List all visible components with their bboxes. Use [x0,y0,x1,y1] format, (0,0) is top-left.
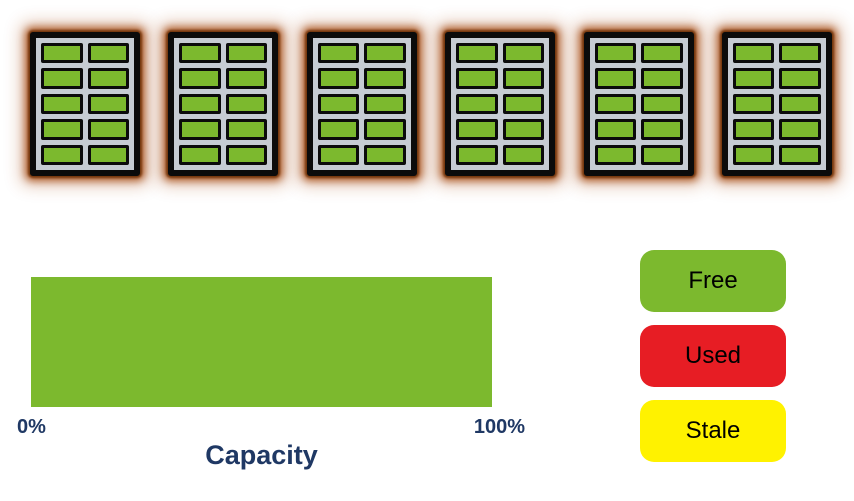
disk-cell-free [502,119,545,140]
disk-cell-free [87,43,129,64]
disk-cell-grid [313,38,411,170]
disk-cell-grid [174,38,272,170]
legend-label-free: Free [688,267,738,294]
axis-max-label: 100% [473,416,525,438]
disk-cell-free [594,43,637,64]
disk-cell-free [456,43,498,64]
disk-cell-free [317,119,360,140]
capacity-bar [31,277,492,407]
disk-cell-free [732,43,775,64]
disk-cell-free [594,119,637,140]
disk-cell-free [41,144,83,165]
disk-cell-free [779,119,821,140]
disk-rack [168,32,279,176]
disk-cell-grid [590,38,688,170]
disk-cell-grid [451,38,549,170]
disk-cell-free [641,68,683,89]
disk-cell-free [594,68,637,89]
disk-cell-free [87,119,129,140]
disk-cell-free [364,119,406,140]
disk-cell-free [317,93,360,115]
disk-cell-free [317,144,360,165]
disk-cell-free [732,93,775,115]
disk-cell-free [594,93,637,115]
disk-cell-free [779,68,821,89]
disk-cell-free [502,68,545,89]
disk-cell-free [641,43,683,64]
disk-cell-free [317,43,360,64]
disk-cell-free [179,119,221,140]
disk-cell-free [732,119,775,140]
disk-cell-free [364,144,406,165]
disk-cell-free [179,43,221,64]
disk-cell-free [225,144,268,165]
capacity-title: Capacity [205,440,318,470]
disk-cell-grid [36,38,134,170]
disk-cell-free [179,68,221,89]
legend-item-used: Used [640,325,786,387]
disk-cell-free [364,68,406,89]
legend-item-stale: Stale [640,400,786,462]
disk-cell-free [41,119,83,140]
disk-cell-free [456,93,498,115]
disk-cell-free [594,144,637,165]
axis-min-label: 0% [17,416,46,438]
disk-cell-free [179,144,221,165]
disk-cell-free [641,93,683,115]
disk-cell-free [732,144,775,165]
legend: Free Used Stale [640,250,786,462]
disk-rack-row [30,32,832,176]
capacity-axis: 0% 100% [17,416,525,439]
disk-cell-free [225,119,268,140]
capacity-segment-free [31,277,492,407]
disk-rack [30,32,140,176]
disk-cell-free [179,93,221,115]
disk-rack [306,32,417,176]
disk-cell-free [225,68,268,89]
disk-cell-free [317,68,360,89]
legend-label-used: Used [684,342,742,369]
disk-cell-free [364,43,406,64]
disk-cell-free [456,68,498,89]
disk-rack [445,32,556,176]
disk-cell-free [41,68,83,89]
disk-cell-grid [728,38,826,170]
disk-rack [583,32,694,176]
disk-cell-free [456,119,498,140]
disk-cell-free [779,43,821,64]
disk-cell-free [502,93,545,115]
disk-cell-free [502,144,545,165]
disk-cell-free [641,119,683,140]
disk-cell-free [641,144,683,165]
disk-cell-free [41,43,83,64]
disk-cell-free [87,93,129,115]
disk-cell-free [456,144,498,165]
disk-cell-free [779,144,821,165]
disk-cell-free [87,68,129,89]
disk-cell-free [225,93,268,115]
disk-cell-free [732,68,775,89]
disk-cell-free [87,144,129,165]
disk-cell-free [502,43,545,64]
disk-rack [721,32,832,176]
disk-cell-free [41,93,83,115]
legend-item-free: Free [640,250,786,312]
disk-cell-free [364,93,406,115]
disk-cell-free [225,43,268,64]
legend-label-stale: Stale [685,417,741,444]
disk-cell-free [779,93,821,115]
